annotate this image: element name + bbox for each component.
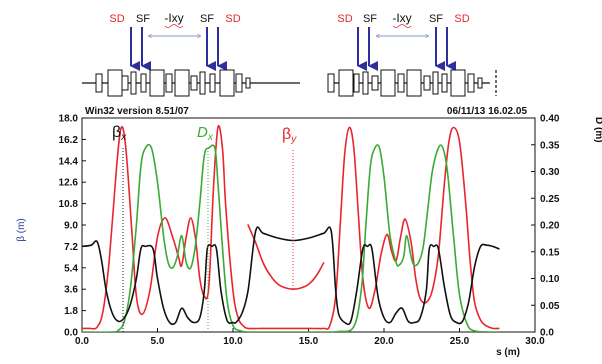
ixy-label: -Ixy xyxy=(392,11,411,25)
sd-label: SD xyxy=(337,13,352,25)
x-tick-label: 10.0 xyxy=(223,336,243,347)
x-tick-label: 30.0 xyxy=(525,336,545,347)
magnet-element xyxy=(219,69,235,97)
y-right-tick-label: 0.05 xyxy=(540,301,560,312)
x-tick-label: 15.0 xyxy=(299,336,319,347)
magnet-element xyxy=(423,75,431,91)
magnet-element xyxy=(121,75,129,91)
sd-label: SD xyxy=(454,13,469,25)
magnet-element xyxy=(190,75,198,91)
magnet-element xyxy=(450,69,466,97)
y-left-tick-label: 18.0 xyxy=(59,114,79,125)
sf-label: SF xyxy=(136,13,150,25)
x-tick-label: 0.0 xyxy=(75,336,89,347)
magnet-element xyxy=(406,69,422,97)
magnet-element xyxy=(174,69,190,97)
y-right-tick-label: 0.0 xyxy=(540,328,554,339)
y-left-tick-label: 1.8 xyxy=(64,306,78,317)
sf-label: SF xyxy=(363,13,377,25)
magnet-element xyxy=(380,69,396,97)
axis-ticks: 0.0 5.0 10.0 15.0 20.0 25.0 30.00.01.83.65.47.… xyxy=(59,114,560,348)
y-left-tick-label: 10.8 xyxy=(59,199,79,210)
magnet-element xyxy=(107,69,123,97)
y-left-tick-label: 3.6 xyxy=(64,285,78,296)
magnet-element xyxy=(432,71,439,95)
beta-x-curve xyxy=(82,125,500,330)
magnet-element xyxy=(371,75,379,91)
magnet-element xyxy=(130,71,137,95)
y-left-tick-label: 5.4 xyxy=(64,263,78,274)
magnet-element xyxy=(362,71,369,95)
x-tick-label: 5.0 xyxy=(151,336,165,347)
magnet-element xyxy=(245,77,251,89)
beta-x-annotation: βx xyxy=(112,124,127,143)
y-left-tick-label: 7.2 xyxy=(64,242,78,253)
y-right-tick-label: 0.40 xyxy=(540,114,560,125)
beta-y-annotation: βy xyxy=(282,126,297,145)
magnet-element xyxy=(199,71,206,95)
magnet-element xyxy=(441,73,448,93)
lattice-annotation-left: SD SF -Ixy SF SD xyxy=(109,11,241,71)
magnet-element xyxy=(140,73,147,93)
y-left-tick-label: 0.0 xyxy=(64,328,78,339)
magnet-element xyxy=(149,69,165,97)
y-left-tick-label: 9.0 xyxy=(64,221,78,232)
dispersion-curve xyxy=(82,143,500,332)
dispersion-annotation: Dx xyxy=(197,124,214,143)
magnet-element xyxy=(327,73,335,93)
black-curve xyxy=(82,226,500,326)
version-text: Win32 version 8.51/07 xyxy=(85,106,189,117)
ixy-underline xyxy=(164,24,184,28)
magnet-element xyxy=(338,69,354,97)
magnet-lattice xyxy=(82,69,497,97)
magnet-element xyxy=(209,73,216,93)
y-left-axis-label: β (m) xyxy=(16,218,27,242)
ixy-label: -Ixy xyxy=(164,11,183,25)
plot-curves xyxy=(82,125,500,332)
y-right-axis-label: D (m) xyxy=(593,117,602,143)
x-axis-label: s (m) xyxy=(496,347,520,358)
y-right-tick-label: 0.35 xyxy=(540,140,560,151)
y-left-tick-label: 12.6 xyxy=(59,178,79,189)
ixy-underline xyxy=(392,24,412,28)
y-left-tick-label: 16.2 xyxy=(59,135,79,146)
magnet-element xyxy=(95,73,103,93)
magnet-element xyxy=(477,77,483,89)
magnet-element xyxy=(165,73,173,93)
y-right-tick-label: 0.25 xyxy=(540,194,560,205)
datetime-text: 06/11/13 16.02.05 xyxy=(447,106,528,117)
magnet-element xyxy=(235,73,243,93)
y-right-tick-label: 0.20 xyxy=(540,221,560,232)
y-right-tick-label: 0.30 xyxy=(540,167,560,178)
beta-y-curve xyxy=(247,224,325,290)
y-right-tick-label: 0.15 xyxy=(540,247,560,258)
x-tick-label: 20.0 xyxy=(374,336,394,347)
y-right-tick-label: 0.10 xyxy=(540,274,560,285)
sd-label: SD xyxy=(225,13,240,25)
sf-label: SF xyxy=(200,13,214,25)
sf-label: SF xyxy=(429,13,443,25)
magnet-element xyxy=(467,73,475,93)
magnet-element xyxy=(353,73,360,93)
x-tick-label: 25.0 xyxy=(450,336,470,347)
magnet-element xyxy=(397,73,405,93)
sd-label: SD xyxy=(109,13,124,25)
y-left-tick-label: 14.4 xyxy=(59,156,79,167)
lattice-annotation-right: SD SF -Ixy SF SD xyxy=(337,11,470,71)
